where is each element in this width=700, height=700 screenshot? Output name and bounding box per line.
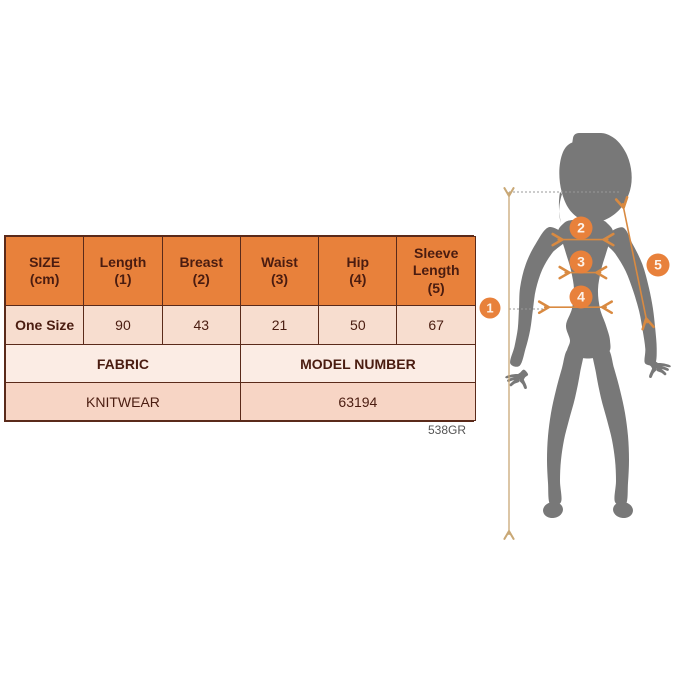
svg-text:2: 2 (577, 220, 585, 236)
svg-text:4: 4 (577, 289, 585, 305)
svg-text:5: 5 (654, 257, 662, 273)
svg-text:1: 1 (486, 300, 493, 315)
svg-text:3: 3 (577, 254, 585, 270)
